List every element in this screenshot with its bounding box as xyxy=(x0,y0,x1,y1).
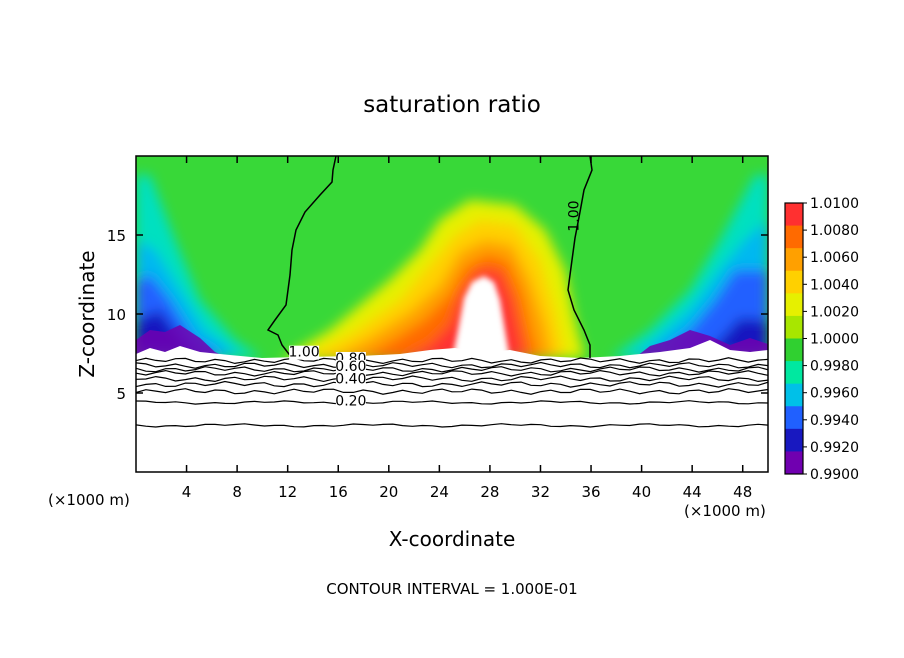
y-tick-label: 10 xyxy=(107,306,126,324)
colorbar: 1.0100 1.0080 1.0060 1.0040 1.0020 1.0000 0.99… xyxy=(784,196,859,483)
x-tick-label: 44 xyxy=(683,483,702,501)
colorbar-label: 1.0080 xyxy=(810,223,859,239)
contour-label: 0.40 xyxy=(335,372,366,388)
colorbar-swatch xyxy=(785,225,803,249)
colorbar-label: 0.9960 xyxy=(810,386,859,402)
contour-label: 1.00 xyxy=(566,200,582,231)
colorbar-swatch xyxy=(785,293,803,317)
colorbar-swatch xyxy=(785,248,803,272)
colorbar-swatch xyxy=(785,203,803,227)
contour-1-right xyxy=(567,156,593,358)
contour-line xyxy=(136,380,768,388)
x-unit-left: (×1000 m) xyxy=(48,491,130,509)
x-tick-label: 16 xyxy=(329,483,348,501)
contour-line xyxy=(136,369,768,377)
x-tick-label: 36 xyxy=(581,483,600,501)
contour-label: 1.00 xyxy=(289,345,320,361)
x-axis-ticks: 4 8 12 16 20 24 28 32 36 40 44 48 xyxy=(182,156,752,501)
x-tick-label: 32 xyxy=(531,483,550,501)
contour-lines xyxy=(136,357,768,428)
colorbar-label: 0.9920 xyxy=(810,440,859,456)
colorbar-swatch xyxy=(785,338,803,362)
x-tick-label: 20 xyxy=(379,483,398,501)
contour-label: 0.60 xyxy=(335,359,366,375)
cloud-core xyxy=(452,276,510,360)
colorbar-label: 1.0040 xyxy=(810,277,859,293)
colorbar-swatch xyxy=(785,270,803,294)
colorbar-swatch xyxy=(785,451,803,475)
x-tick-label: 8 xyxy=(232,483,242,501)
x-tick-label: 24 xyxy=(430,483,449,501)
contour-label-bg xyxy=(335,359,366,374)
colorbar-label: 1.0060 xyxy=(810,250,859,266)
contour-line xyxy=(136,388,768,395)
colorbar-label: 0.9940 xyxy=(810,413,859,429)
colorbar-swatch xyxy=(785,361,803,385)
contour-line xyxy=(136,357,768,365)
colorbar-swatch xyxy=(785,406,803,430)
contour-label-bg xyxy=(335,394,366,409)
colorbar-label: 0.9900 xyxy=(810,467,859,483)
colorbar-label: 1.0000 xyxy=(810,332,859,348)
contour-line xyxy=(136,375,768,383)
x-unit-right: (×1000 m) xyxy=(684,502,766,520)
plot-area: 1.001.000.800.600.400.20 xyxy=(136,156,768,472)
x-tick-label: 12 xyxy=(278,483,297,501)
contour-label-bg xyxy=(335,372,366,387)
contour-label-group: 1.001.000.800.600.400.20 xyxy=(289,200,583,409)
y-tick-label: 15 xyxy=(107,227,126,245)
contour-line xyxy=(136,361,768,369)
x-tick-label: 48 xyxy=(733,483,752,501)
y-axis-label: Z-coordinate xyxy=(75,250,99,377)
x-tick-label: 4 xyxy=(182,483,192,501)
colorbar-swatch xyxy=(785,383,803,407)
contour-label-bg xyxy=(289,345,320,360)
colorbar-swatch xyxy=(785,428,803,452)
x-tick-label: 40 xyxy=(632,483,651,501)
y-tick-label: 5 xyxy=(116,385,126,403)
colorbar-label: 1.0100 xyxy=(810,196,859,212)
y-axis-ticks: 5 10 15 xyxy=(107,227,768,403)
lower-white-region xyxy=(136,340,768,472)
colorbar-label: 1.0020 xyxy=(810,304,859,320)
contour-line xyxy=(136,423,768,428)
contour-label: 0.20 xyxy=(335,394,366,410)
x-axis-label: X-coordinate xyxy=(389,527,516,551)
colorbar-swatch xyxy=(785,315,803,339)
x-tick-label: 28 xyxy=(480,483,499,501)
chart-title: saturation ratio xyxy=(363,92,541,118)
colorbar-label: 0.9980 xyxy=(810,359,859,375)
contour-line xyxy=(136,400,768,405)
contour-1-left xyxy=(266,156,337,359)
footer-contour-interval: CONTOUR INTERVAL = 1.000E-01 xyxy=(326,580,577,598)
contour-line xyxy=(136,365,768,373)
